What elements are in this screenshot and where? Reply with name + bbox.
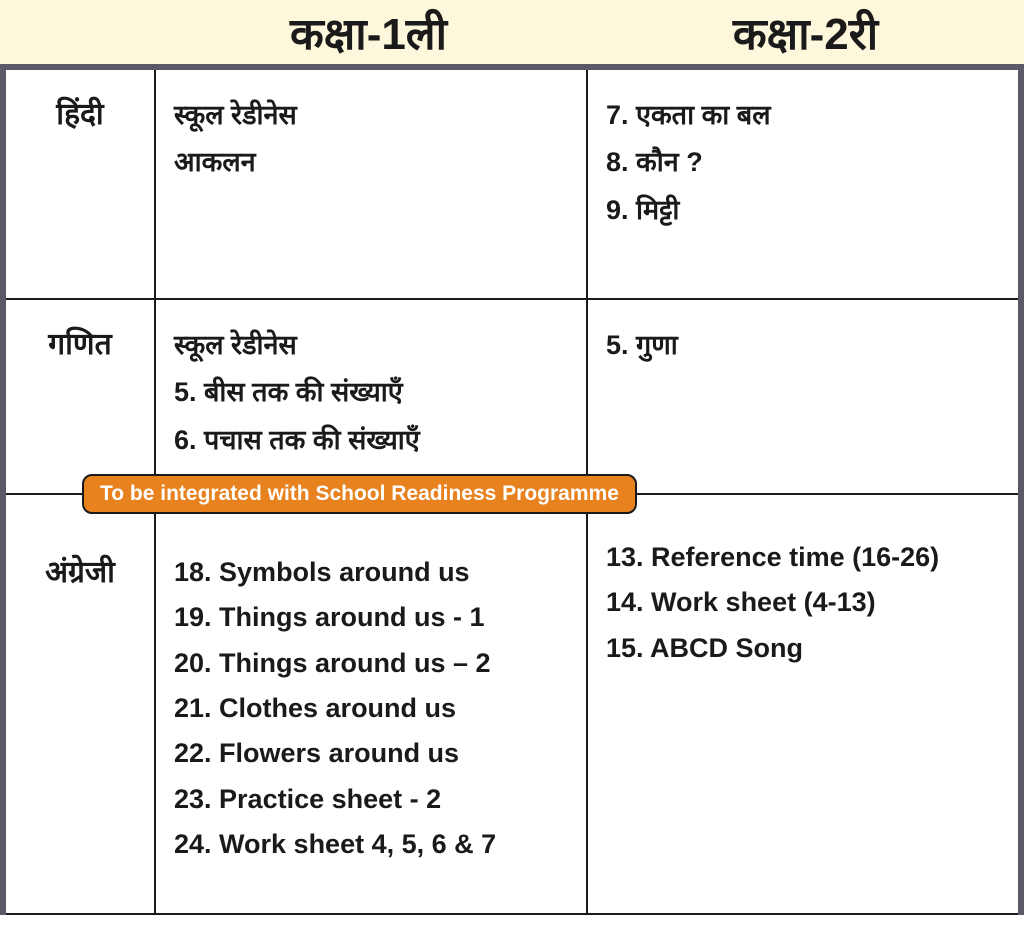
class2-cell: 5. गुणा (588, 300, 1018, 493)
class2-cell: 7. एकता का बल 8. कौन ? 9. मिट्टी (588, 70, 1018, 298)
integration-badge: To be integrated with School Readiness P… (82, 474, 637, 514)
content-line: 8. कौन ? (606, 139, 1000, 186)
header-class1: कक्षा-1ली (150, 0, 587, 64)
content-line: 5. गुणा (606, 322, 1000, 369)
subject-cell: हिंदी (6, 70, 156, 298)
class1-cell: स्कूल रेडीनेस आकलन (156, 70, 588, 298)
content-line: 24. Work sheet 4, 5, 6 & 7 (174, 822, 568, 867)
table-row: हिंदी स्कूल रेडीनेस आकलन 7. एकता का बल 8… (6, 70, 1018, 300)
content-line: 9. मिट्टी (606, 187, 1000, 234)
header-class2: कक्षा-2री (587, 0, 1024, 64)
content-line: 20. Things around us – 2 (174, 641, 568, 686)
table-row: To be integrated with School Readiness P… (6, 495, 1018, 915)
class1-cell: 18. Symbols around us 19. Things around … (156, 495, 588, 913)
subject-cell: गणित (6, 300, 156, 493)
table-body: हिंदी स्कूल रेडीनेस आकलन 7. एकता का बल 8… (0, 70, 1024, 915)
subject-cell: अंग्रेजी (6, 495, 156, 913)
class1-cell: स्कूल रेडीनेस 5. बीस तक की संख्याएँ 6. प… (156, 300, 588, 493)
content-line: 15. ABCD Song (606, 626, 1000, 671)
content-line: 18. Symbols around us (174, 550, 568, 595)
content-line: 5. बीस तक की संख्याएँ (174, 369, 568, 416)
content-line: 21. Clothes around us (174, 686, 568, 731)
content-line: 14. Work sheet (4-13) (606, 580, 1000, 625)
content-line: 13. Reference time (16-26) (606, 535, 1000, 580)
header-spacer (0, 0, 150, 64)
content-line: 23. Practice sheet - 2 (174, 777, 568, 822)
table-row: गणित स्कूल रेडीनेस 5. बीस तक की संख्याएँ… (6, 300, 1018, 495)
content-line: 6. पचास तक की संख्याएँ (174, 417, 568, 464)
content-line: स्कूल रेडीनेस (174, 322, 568, 369)
content-line: 19. Things around us - 1 (174, 595, 568, 640)
content-line: स्कूल रेडीनेस (174, 92, 568, 139)
content-line: 7. एकता का बल (606, 92, 1000, 139)
class2-cell: 13. Reference time (16-26) 14. Work shee… (588, 495, 1018, 913)
content-line: 22. Flowers around us (174, 731, 568, 776)
content-line: आकलन (174, 139, 568, 186)
header-row: कक्षा-1ली कक्षा-2री (0, 0, 1024, 70)
